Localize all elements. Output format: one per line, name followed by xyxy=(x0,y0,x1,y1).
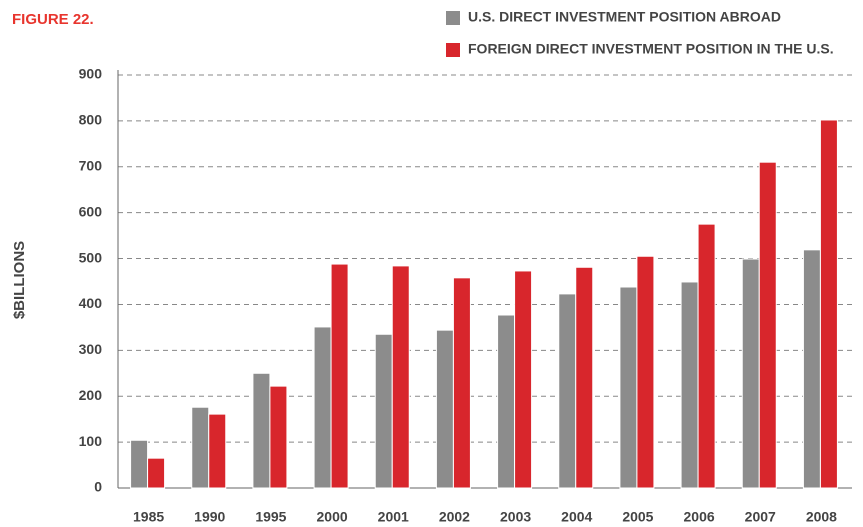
y-tick-label: 900 xyxy=(79,66,103,82)
bar xyxy=(758,161,777,489)
bar xyxy=(697,223,716,489)
bar xyxy=(252,372,271,489)
x-tick-label: 1995 xyxy=(255,509,286,525)
y-tick-label: 600 xyxy=(79,203,103,219)
bar xyxy=(680,281,699,489)
x-tick-label: 2008 xyxy=(806,509,837,525)
x-tick-label: 2006 xyxy=(684,509,715,525)
legend-label: U.S. DIRECT INVESTMENT POSITION ABROAD xyxy=(468,9,781,25)
bar xyxy=(269,385,288,489)
x-tick-label: 2001 xyxy=(378,509,409,525)
y-tick-label: 500 xyxy=(79,249,103,265)
x-tick-label: 1985 xyxy=(133,509,164,525)
x-tick-label: 2005 xyxy=(622,509,653,525)
bar xyxy=(374,333,393,489)
y-tick-label: 300 xyxy=(79,341,103,357)
bar xyxy=(741,258,760,489)
y-tick-label: 700 xyxy=(79,157,103,173)
chart-title: FIGURE 22. xyxy=(12,11,94,28)
y-tick-label: 100 xyxy=(79,433,103,449)
bar xyxy=(208,413,227,489)
x-tick-label: 2004 xyxy=(561,509,592,525)
bar xyxy=(435,329,454,489)
legend-swatch xyxy=(446,11,460,25)
x-tick-label: 2002 xyxy=(439,509,470,525)
bar xyxy=(819,119,838,489)
bar xyxy=(130,439,149,489)
bar xyxy=(802,249,821,489)
bar xyxy=(514,270,533,489)
bar xyxy=(191,406,210,489)
y-tick-label: 0 xyxy=(94,479,102,495)
x-tick-label: 2003 xyxy=(500,509,531,525)
bar xyxy=(497,314,516,489)
bar xyxy=(619,286,638,489)
y-tick-label: 400 xyxy=(79,295,103,311)
bar xyxy=(330,263,349,489)
bar xyxy=(636,255,655,489)
legend-label: FOREIGN DIRECT INVESTMENT POSITION IN TH… xyxy=(468,41,834,57)
bar xyxy=(575,266,594,489)
bar xyxy=(391,265,410,489)
x-tick-label: 1990 xyxy=(194,509,225,525)
bar xyxy=(558,293,577,489)
bar xyxy=(147,457,166,489)
x-tick-label: 2000 xyxy=(317,509,348,525)
y-tick-label: 800 xyxy=(79,112,103,128)
bar xyxy=(452,277,471,489)
y-tick-label: 200 xyxy=(79,387,103,403)
legend-swatch xyxy=(446,43,460,57)
bar xyxy=(313,326,332,489)
x-tick-label: 2007 xyxy=(745,509,776,525)
y-axis-label: $BILLIONS xyxy=(11,241,28,319)
